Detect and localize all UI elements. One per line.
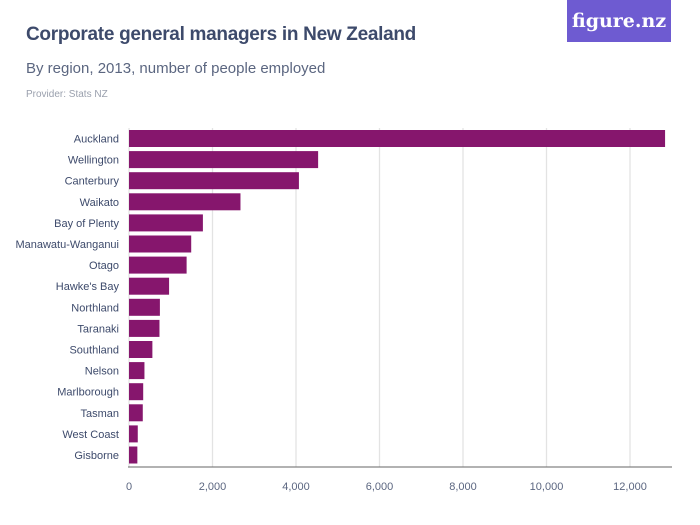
x-tick-label: 10,000 xyxy=(530,481,564,493)
bar xyxy=(129,256,187,274)
x-tick-label: 2,000 xyxy=(199,481,227,493)
category-label: Wellington xyxy=(68,155,119,167)
category-label: Hawke's Bay xyxy=(56,281,120,293)
bar xyxy=(129,193,241,211)
category-label: Bay of Plenty xyxy=(54,218,119,230)
x-tick-label: 0 xyxy=(126,481,132,493)
category-label: Marlborough xyxy=(57,387,119,399)
x-tick-label: 4,000 xyxy=(282,481,310,493)
bar xyxy=(129,298,160,316)
chart-title: Corporate general managers in New Zealan… xyxy=(26,24,416,45)
bar xyxy=(129,404,143,422)
category-label: West Coast xyxy=(62,429,119,441)
category-label: Southland xyxy=(69,345,119,357)
category-label: Otago xyxy=(89,260,119,272)
x-tick-label: 6,000 xyxy=(366,481,394,493)
bar xyxy=(129,277,170,295)
category-label: Auckland xyxy=(74,134,119,146)
category-label: Tasman xyxy=(80,408,119,420)
bar xyxy=(129,214,203,232)
x-tick-label: 8,000 xyxy=(449,481,477,493)
bar xyxy=(129,151,319,169)
bar xyxy=(129,235,192,253)
category-label: Northland xyxy=(71,302,119,314)
category-label: Manawatu-Wanganui xyxy=(15,239,119,251)
bar xyxy=(129,383,144,401)
category-label: Waikato xyxy=(80,197,119,209)
bar xyxy=(129,319,160,337)
bar xyxy=(129,425,138,443)
category-label: Gisborne xyxy=(74,450,119,462)
bar xyxy=(129,130,666,147)
x-tick-label: 12,000 xyxy=(613,481,647,493)
category-label: Taranaki xyxy=(77,323,119,335)
bar xyxy=(129,341,153,358)
bar xyxy=(129,446,138,464)
bar xyxy=(129,172,299,190)
provider-text: Provider: Stats NZ xyxy=(26,89,108,100)
figure-nz-logo[interactable]: figure.nz xyxy=(567,0,671,42)
bar xyxy=(129,362,145,380)
category-label: Canterbury xyxy=(65,176,120,188)
category-label: Nelson xyxy=(85,366,119,378)
chart-subtitle: By region, 2013, number of people employ… xyxy=(26,60,326,77)
